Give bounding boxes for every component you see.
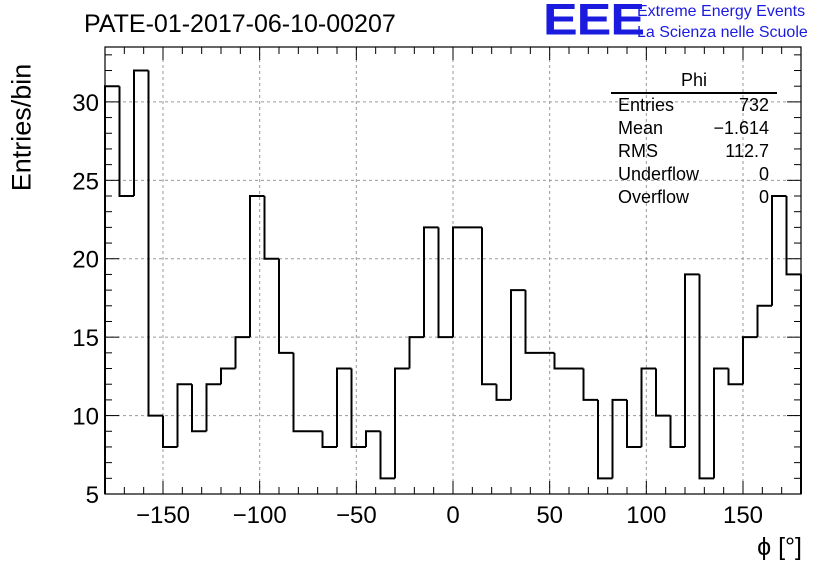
- histogram-bin: [756, 304, 772, 338]
- histogram-bin: [553, 352, 569, 370]
- histogram-bin: [118, 86, 134, 197]
- stats-row-underflow: Underflow 0: [618, 164, 769, 184]
- histogram-bin: [785, 196, 801, 276]
- histogram-bin: [698, 274, 714, 480]
- logo-line-2: La Scienza nelle Scuole: [637, 24, 808, 41]
- histogram-bin: [742, 336, 758, 385]
- histogram-bin: [278, 258, 294, 354]
- histogram-bin: [669, 415, 685, 448]
- histogram-bin: [191, 384, 207, 433]
- histogram-bin: [292, 352, 308, 433]
- eee-logo: EEE: [543, 0, 645, 45]
- x-axis-label: ϕ [°]: [757, 533, 802, 561]
- histogram-bin: [771, 195, 787, 306]
- y-tick-label: 15: [72, 325, 99, 352]
- histogram-bin: [408, 336, 424, 369]
- y-tick-label: 10: [72, 404, 99, 431]
- x-tick-label: −50: [336, 502, 377, 529]
- histogram-bin: [220, 367, 236, 385]
- histogram-bin: [162, 415, 178, 448]
- histogram-bin: [684, 273, 700, 447]
- histogram-bin: [147, 70, 163, 417]
- logo-line-1: Extreme Energy Events: [637, 3, 806, 20]
- histogram-bin: [597, 399, 613, 480]
- stats-row-overflow: Overflow 0: [618, 187, 769, 207]
- x-tick-label: −100: [233, 502, 287, 529]
- histogram-bin: [510, 289, 526, 400]
- histogram-bin: [655, 368, 671, 417]
- histogram-bin: [626, 399, 642, 448]
- histogram-bin: [495, 384, 511, 401]
- histogram-bin: [582, 368, 598, 401]
- x-tick-label: −150: [136, 502, 190, 529]
- histogram-bin: [133, 69, 149, 196]
- histogram-bin: [350, 368, 366, 448]
- histogram-bin: [394, 367, 410, 479]
- x-tick-label: 50: [536, 502, 563, 529]
- histogram-bin: [263, 196, 279, 260]
- stats-row-mean: Mean −1.614: [618, 118, 769, 138]
- y-tick-label: 25: [72, 168, 99, 195]
- histogram-bin: [336, 367, 352, 447]
- histogram-bin: [234, 336, 250, 369]
- histogram-bin: [249, 195, 265, 338]
- x-tick-label: 150: [723, 502, 763, 529]
- histogram-bin: [524, 290, 540, 354]
- histogram-bin: [713, 367, 729, 479]
- histogram-bin: [321, 431, 337, 448]
- y-tick-label: 30: [72, 90, 99, 117]
- histogram-bin: [727, 368, 743, 386]
- histogram-bin: [365, 430, 381, 447]
- histogram-bin: [481, 227, 497, 386]
- stats-name: Phi: [611, 70, 777, 94]
- histogram-bin: [423, 226, 439, 338]
- plot-title: PATE-01-2017-06-10-00207: [84, 10, 396, 38]
- y-tick-label: 20: [72, 247, 99, 274]
- histogram-bin: [205, 383, 221, 432]
- histogram-bin: [379, 431, 395, 480]
- stats-row-rms: RMS 112.7: [618, 141, 769, 161]
- x-tick-label: 100: [626, 502, 666, 529]
- histogram-bin: [437, 227, 453, 339]
- stats-row-entries: Entries 732: [618, 95, 769, 115]
- histogram-bin: [611, 398, 627, 479]
- histogram-bin: [640, 367, 656, 447]
- stats-box: Phi Entries 732 Mean −1.614 RMS 112.7 Under…: [611, 70, 777, 209]
- y-tick-label: 5: [86, 482, 99, 509]
- histogram-bin: [176, 383, 192, 447]
- histogram-bin: [452, 226, 468, 338]
- x-tick-label: 0: [446, 502, 459, 529]
